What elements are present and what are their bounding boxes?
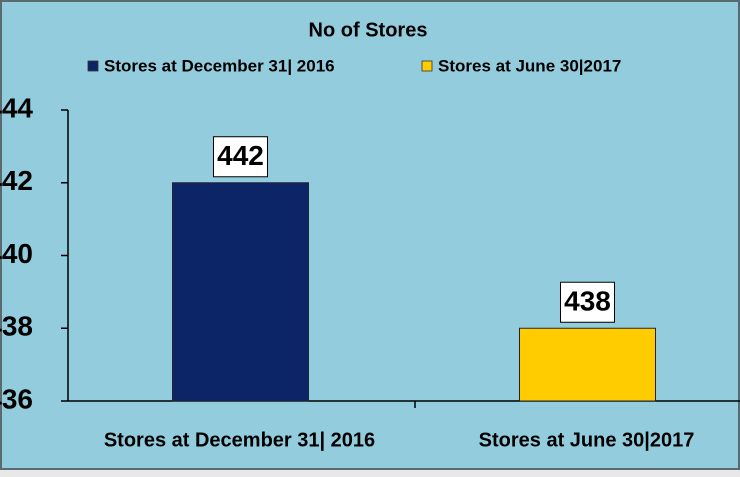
y-tick-label: 436 — [0, 383, 33, 414]
data-label-box — [213, 136, 268, 178]
y-tick-label: 438 — [0, 311, 33, 342]
y-tick-label: 444 — [0, 92, 33, 123]
page-strip — [0, 470, 740, 477]
legend-label: Stores at December 31| 2016 — [104, 56, 335, 75]
x-tick-label: Stores at June 30|2017 — [479, 429, 695, 451]
bar — [519, 327, 656, 402]
data-label: 438 — [564, 286, 611, 317]
x-tick-label: Stores at December 31| 2016 — [104, 429, 375, 451]
legend-swatch — [421, 60, 433, 72]
bar — [172, 182, 309, 402]
data-label-box — [560, 281, 615, 323]
y-tick-label: 442 — [0, 165, 33, 196]
legend-swatch — [87, 60, 99, 72]
chart-title: No of Stores — [309, 19, 428, 41]
data-label: 442 — [217, 140, 264, 171]
y-tick-label: 440 — [0, 238, 33, 269]
legend-label: Stores at June 30|2017 — [438, 56, 621, 75]
